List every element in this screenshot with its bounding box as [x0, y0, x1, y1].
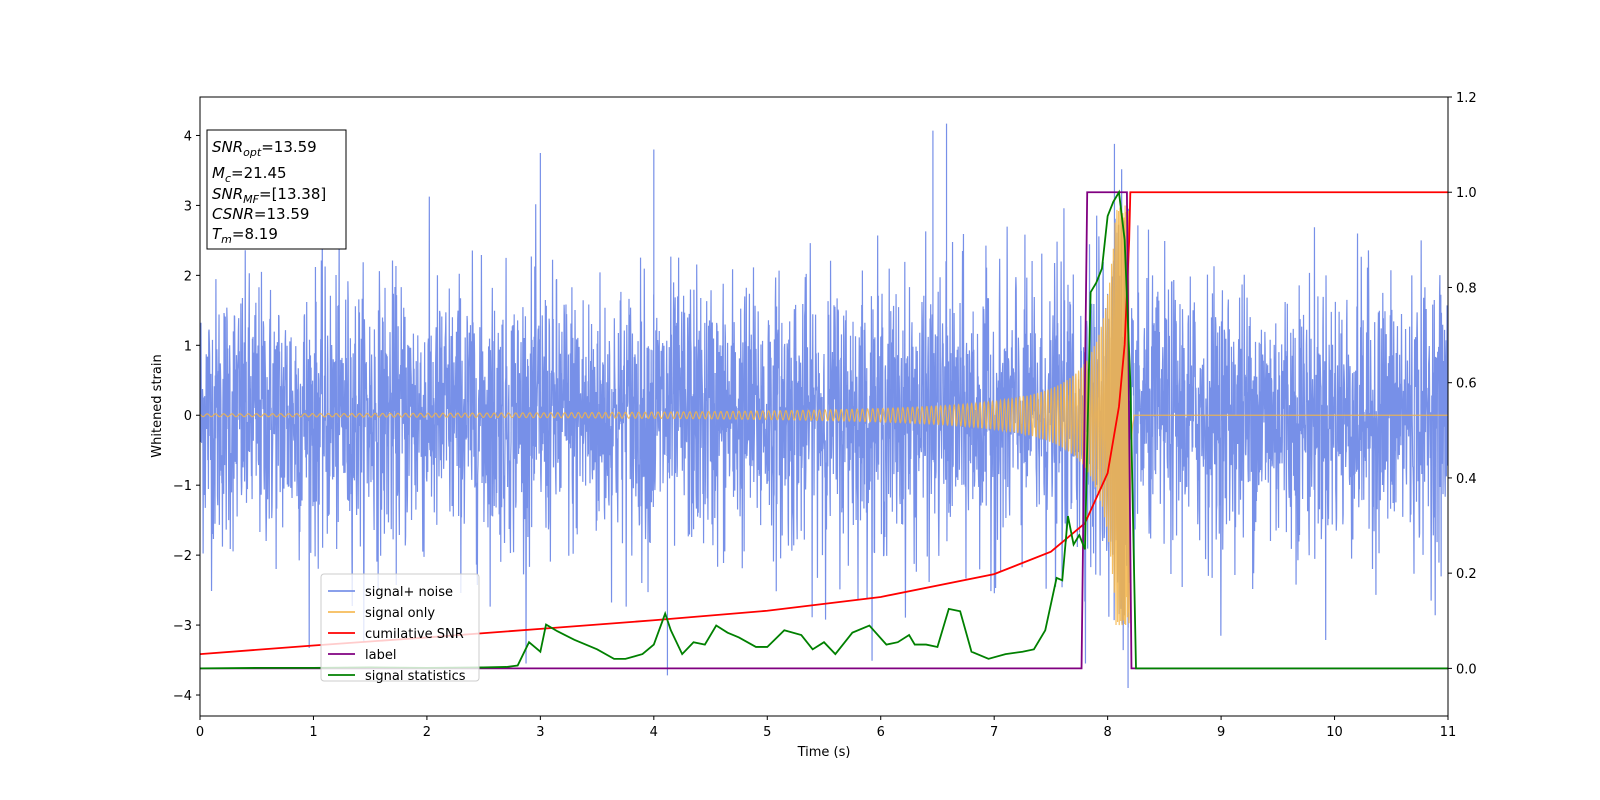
x-tick-label: 11 — [1440, 725, 1457, 740]
legend-label: label — [365, 648, 396, 663]
y-right-tick-label: 1.0 — [1456, 186, 1477, 201]
x-tick-label: 4 — [650, 725, 658, 740]
info-mc: Mc=21.45 — [212, 164, 287, 185]
y-right-tick-label: 0.8 — [1456, 281, 1477, 296]
y-right-tick-label: 0.4 — [1456, 472, 1477, 487]
y-left-tick-label: −2 — [173, 549, 192, 564]
x-tick-label: 0 — [196, 725, 204, 740]
info-snr-mf: SNRMF=[13.38] — [212, 185, 326, 206]
legend-entries: signal+ noise signal only cumilative SNR la… — [328, 585, 466, 684]
y-axis-left: −4 −3 −2 −1 0 1 2 3 4 — [173, 129, 200, 704]
x-tick-label: 5 — [763, 725, 771, 740]
info-tm: Tm=8.19 — [212, 225, 278, 246]
y-left-tick-label: 3 — [184, 199, 192, 214]
x-tick-label: 3 — [536, 725, 544, 740]
y-left-tick-label: −1 — [173, 479, 192, 494]
x-axis: 0 1 2 3 4 5 6 7 8 9 10 11 — [196, 716, 1456, 740]
info-snr-opt: SNRopt=13.59 — [212, 138, 317, 159]
x-axis-label: Time (s) — [797, 745, 851, 760]
info-csnr: CSNR=13.59 — [212, 205, 309, 223]
y-axis-label: Whitened strain — [150, 354, 165, 457]
x-tick-label: 2 — [423, 725, 431, 740]
legend-label: signal only — [365, 606, 435, 621]
axes-frame — [199, 96, 1449, 717]
legend-label: signal+ noise — [365, 585, 453, 600]
y-left-tick-label: 0 — [184, 409, 192, 424]
info-box-frame — [206, 129, 347, 250]
y-left-tick-label: 2 — [184, 269, 192, 284]
y-axis-right: 0.0 0.2 0.4 0.6 0.8 1.0 1.2 — [1448, 91, 1477, 677]
y-right-tick-label: 1.2 — [1456, 91, 1477, 106]
x-tick-label: 1 — [309, 725, 317, 740]
y-right-tick-label: 0.0 — [1456, 662, 1477, 677]
x-tick-label: 7 — [990, 725, 998, 740]
x-tick-label: 9 — [1217, 725, 1225, 740]
y-right-tick-label: 0.6 — [1456, 377, 1477, 392]
info-box: SNRopt=13.59 Mc=21.45 SNRMF=[13.38] CSNR… — [206, 129, 347, 250]
y-left-tick-label: −4 — [173, 689, 192, 704]
x-tick-label: 6 — [877, 725, 885, 740]
y-left-tick-label: 1 — [184, 339, 192, 354]
series-signal-only — [200, 205, 1448, 626]
y-left-tick-label: −3 — [173, 619, 192, 634]
legend: signal+ noise signal only cumilative SNR la… — [320, 573, 480, 684]
y-right-tick-label: 0.2 — [1456, 567, 1477, 582]
series-layer — [200, 123, 1448, 689]
series-signal-statistics — [200, 189, 1448, 670]
x-tick-label: 10 — [1326, 725, 1343, 740]
legend-label: cumilative SNR — [365, 627, 464, 642]
legend-frame — [320, 573, 480, 682]
plot-area — [200, 123, 1448, 689]
x-tick-label: 8 — [1103, 725, 1111, 740]
y-left-tick-label: 4 — [184, 129, 192, 144]
legend-label: signal statistics — [365, 669, 466, 684]
